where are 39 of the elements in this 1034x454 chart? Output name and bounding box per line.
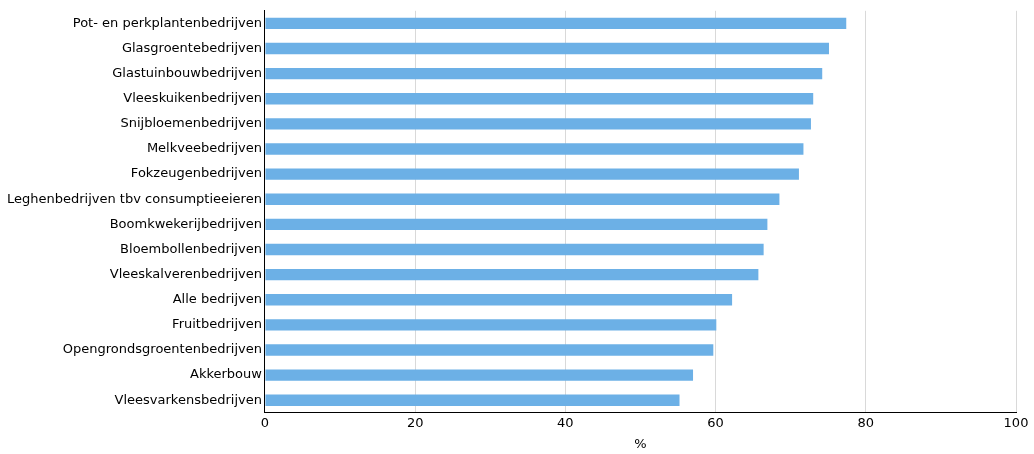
bar [265, 17, 847, 30]
x-axis-title: % [634, 435, 647, 451]
y-tick-label: Vleeskalverenbedrijven [109, 265, 262, 281]
bar [265, 67, 823, 80]
bar [265, 294, 733, 306]
bar [265, 143, 804, 155]
x-tick-label: 20 [406, 414, 424, 430]
bar [265, 118, 811, 130]
bar [265, 93, 814, 105]
x-tick-label: 0 [260, 414, 270, 430]
bar [265, 394, 680, 406]
y-tick-label: Snijbloemenbedrijven [120, 115, 262, 131]
y-tick-label: Pot- en perkplantenbedrijven [72, 14, 262, 30]
bar [265, 268, 759, 281]
x-tick-label: 40 [557, 414, 574, 430]
y-tick-label: Glastuinbouwbedrijven [112, 64, 262, 80]
bar [265, 218, 768, 231]
y-tick-label: Fokzeugenbedrijven [130, 165, 262, 181]
bar [265, 319, 717, 331]
y-tick-label: Akkerbouw [190, 366, 263, 382]
x-tick-label: 60 [707, 414, 724, 430]
y-tick-label: Bloembollenbedrijven [120, 240, 262, 256]
y-tick-label: Glasgroentebedrijven [121, 39, 262, 55]
y-tick-label: Melkveebedrijven [146, 140, 262, 156]
y-tick-label: Fruitbedrijven [172, 316, 262, 332]
x-tick-label: 80 [857, 414, 875, 430]
bar [265, 168, 799, 180]
y-tick-label: Alle bedrijven [172, 291, 262, 307]
x-tick-label: 100 [1003, 414, 1029, 430]
y-tick-label: Vleesvarkensbedrijven [114, 391, 262, 407]
bar [265, 193, 780, 205]
bar [265, 344, 714, 356]
y-tick-label: Vleeskuikenbedrijven [123, 90, 262, 106]
bar [265, 243, 764, 256]
bar [265, 369, 694, 381]
y-tick-label: Opengrondsgroentenbedrijven [62, 341, 262, 357]
y-tick-label: Boomkwekerijbedrijven [109, 215, 262, 231]
y-tick-label: Leghenbedrijven tbv consumptieeieren [6, 190, 262, 206]
bar [265, 42, 829, 55]
